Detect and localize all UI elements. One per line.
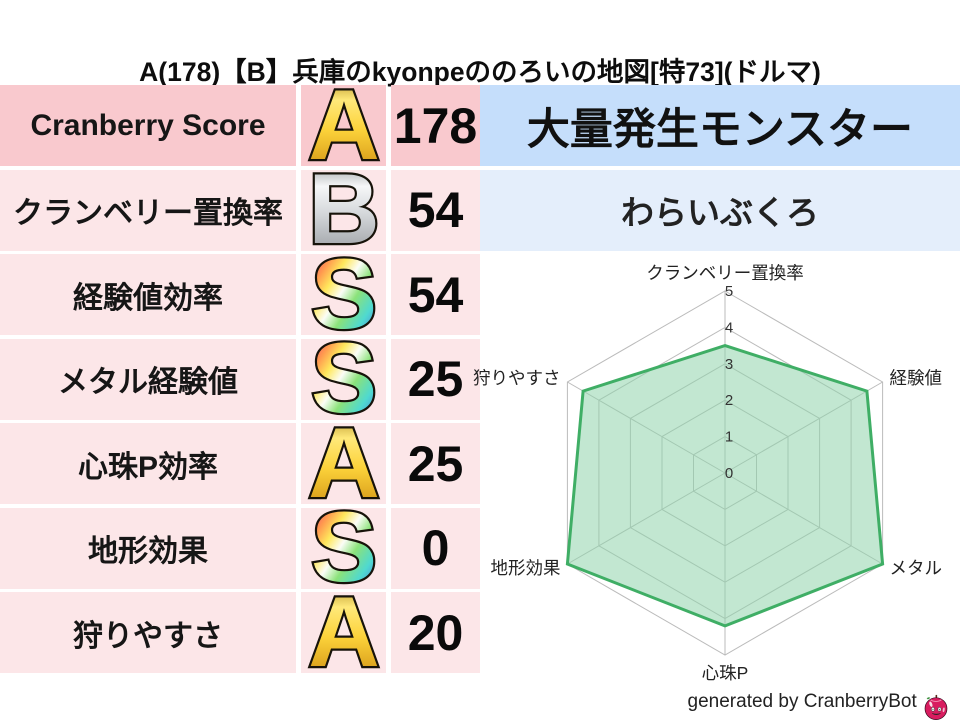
svg-text:1: 1 xyxy=(725,429,733,446)
svg-text:クランベリー置換率: クランベリー置換率 xyxy=(646,263,804,283)
svg-text:心珠P: 心珠P xyxy=(702,663,749,683)
svg-text:3: 3 xyxy=(725,356,733,373)
svg-text:4: 4 xyxy=(725,319,733,336)
svg-text:狩りやすさ: 狩りやすさ xyxy=(473,368,561,388)
svg-text:メタル: メタル xyxy=(890,558,943,578)
svg-text:地形効果: 地形効果 xyxy=(491,558,561,578)
svg-text:0: 0 xyxy=(725,465,733,482)
svg-text:経験値: 経験値 xyxy=(890,368,943,388)
svg-text:2: 2 xyxy=(725,392,733,409)
svg-text:5: 5 xyxy=(725,283,733,300)
